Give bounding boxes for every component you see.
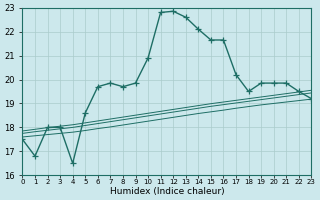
X-axis label: Humidex (Indice chaleur): Humidex (Indice chaleur) — [110, 187, 224, 196]
